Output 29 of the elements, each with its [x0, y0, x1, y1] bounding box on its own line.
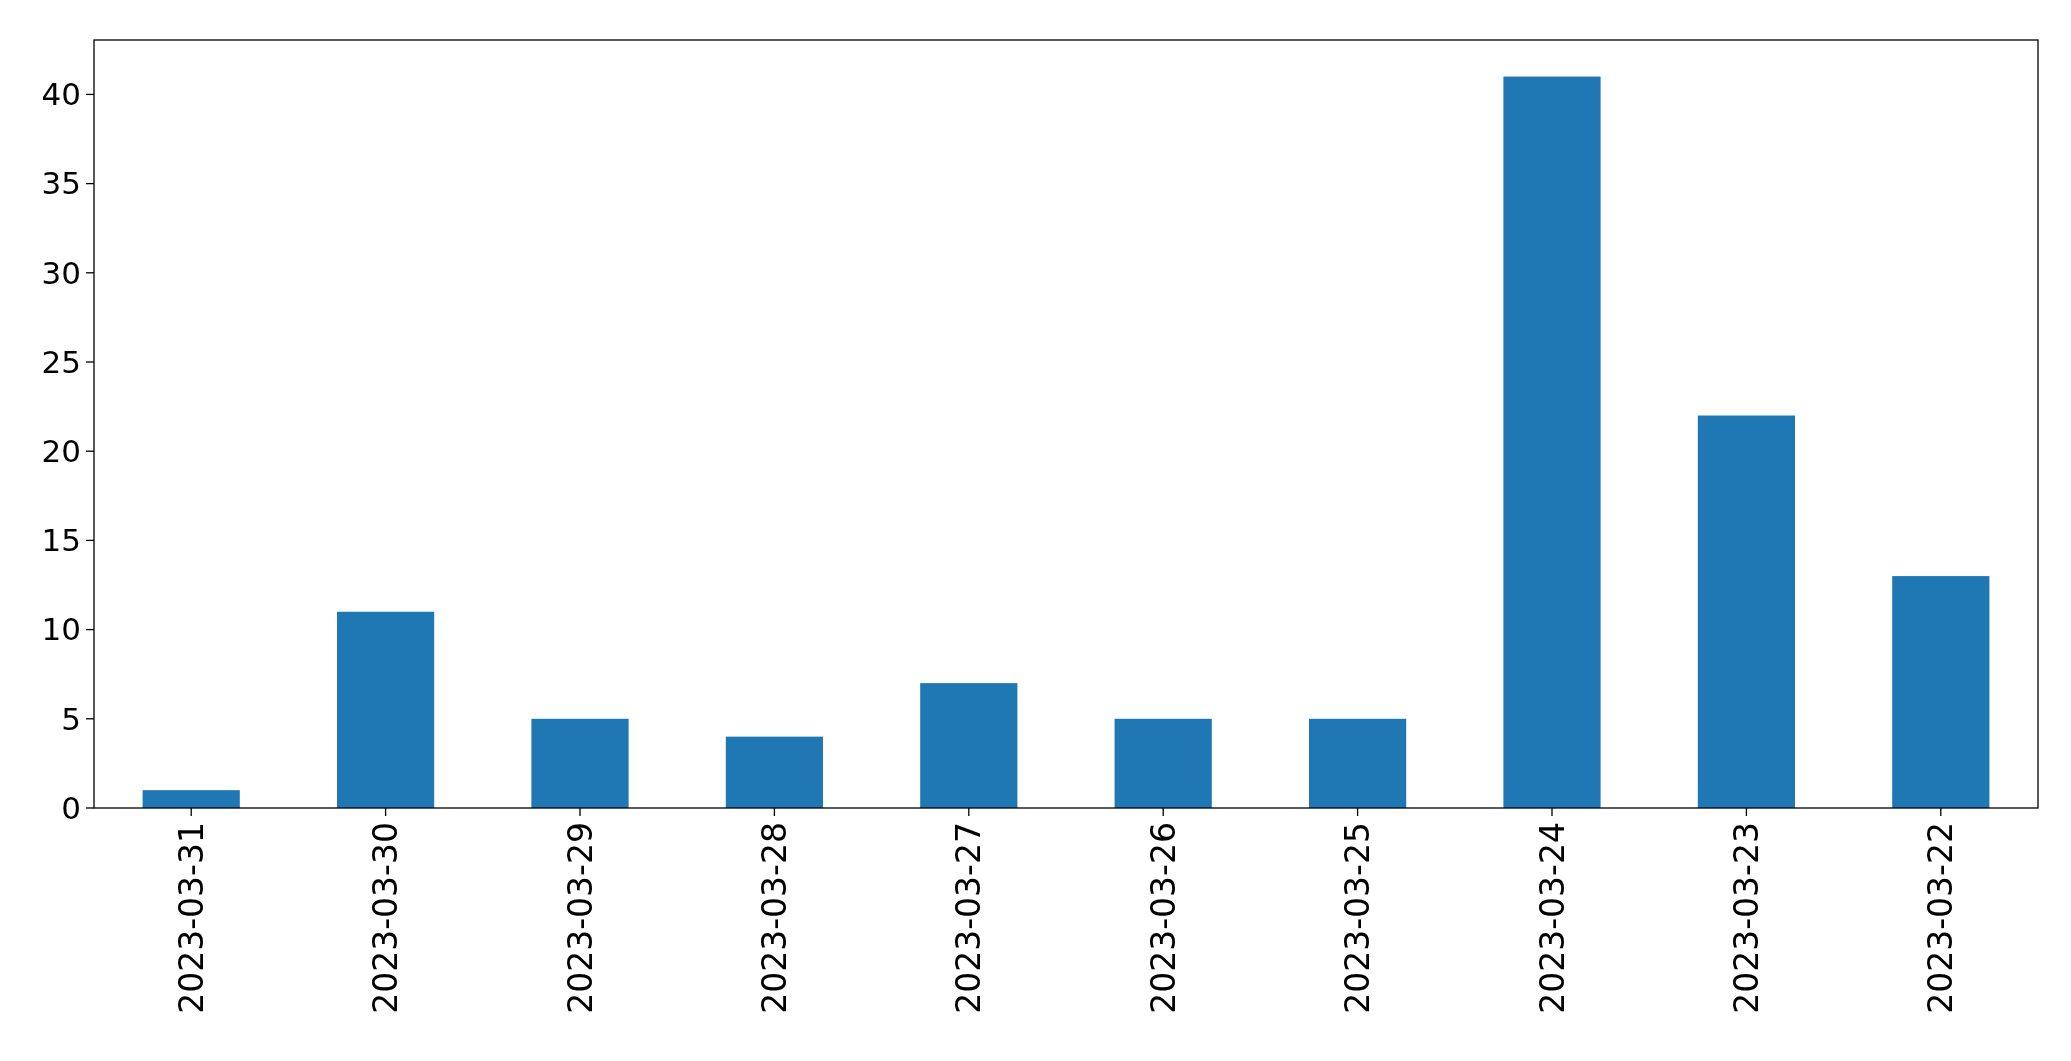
bar: [725, 736, 823, 808]
x-tick-label: 2023-03-25: [1338, 822, 1378, 1014]
x-tick-label: 2023-03-27: [949, 822, 989, 1014]
bar: [1114, 718, 1212, 808]
y-tick-label: 5: [61, 700, 81, 737]
y-tick-label: 35: [41, 165, 81, 202]
x-tick-label: 2023-03-31: [171, 822, 211, 1014]
bar: [1503, 76, 1601, 808]
y-tick-label: 25: [41, 343, 81, 380]
bar: [1892, 576, 1990, 808]
y-tick-label: 0: [61, 789, 81, 826]
x-tick-label: 2023-03-28: [754, 822, 794, 1014]
x-tick-label: 2023-03-30: [366, 822, 406, 1014]
y-tick-label: 10: [41, 611, 81, 648]
bar: [337, 611, 435, 808]
y-tick-label: 40: [41, 76, 81, 113]
x-tick-label: 2023-03-26: [1143, 822, 1183, 1014]
bar: [920, 683, 1018, 808]
y-tick-label: 15: [41, 522, 81, 559]
x-tick-label: 2023-03-23: [1726, 822, 1766, 1014]
bar: [1309, 718, 1407, 808]
x-tick-label: 2023-03-29: [560, 822, 600, 1014]
bar: [531, 718, 629, 808]
y-tick-label: 30: [41, 254, 81, 291]
bar: [142, 790, 240, 808]
y-tick-label: 20: [41, 433, 81, 470]
x-tick-label: 2023-03-22: [1921, 822, 1961, 1014]
bar: [1697, 415, 1795, 808]
x-tick-label: 2023-03-24: [1532, 822, 1572, 1014]
